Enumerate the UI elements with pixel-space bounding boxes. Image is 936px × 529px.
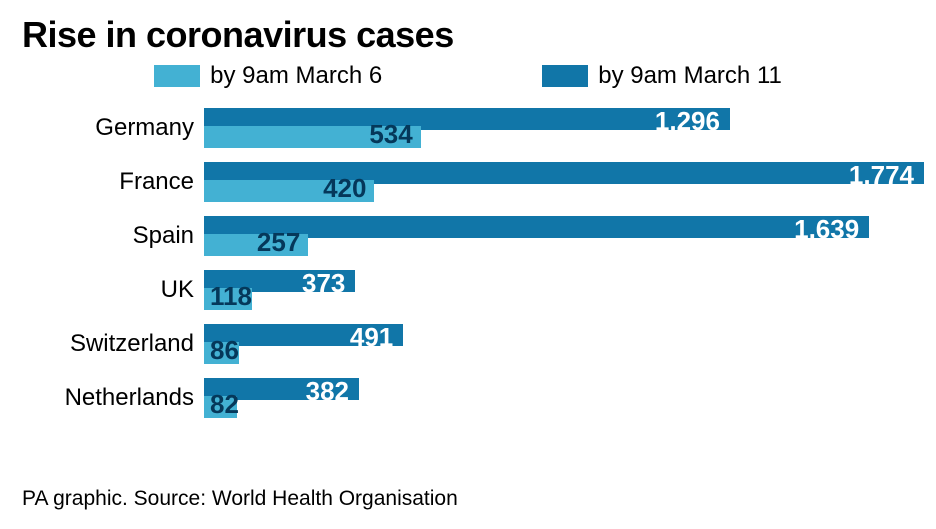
value-label-march6: 534 <box>369 119 412 150</box>
value-label-march6: 86 <box>210 335 239 366</box>
value-label-march11: 1,639 <box>794 214 859 245</box>
chart-footer: PA graphic. Source: World Health Organis… <box>22 487 458 511</box>
chart-rows: Germany 1,296 534 France 1,774 420 Spain 1,639 2… <box>22 108 914 418</box>
value-label-march11: 373 <box>302 268 345 299</box>
category-label: Germany <box>22 114 204 142</box>
value-label-march6: 257 <box>257 227 300 258</box>
legend-swatch-march11 <box>542 65 588 87</box>
table-row: Netherlands 382 82 <box>22 378 914 418</box>
bar-group: 382 82 <box>204 378 914 418</box>
bar-group: 1,296 534 <box>204 108 914 148</box>
value-label-march11: 1,296 <box>655 106 720 137</box>
category-label: UK <box>22 276 204 304</box>
value-label-march11: 491 <box>350 322 393 353</box>
legend-label-march11: by 9am March 11 <box>598 62 782 90</box>
value-label-march11: 1,774 <box>849 160 914 191</box>
legend-item-march11: by 9am March 11 <box>542 62 782 90</box>
legend-item-march6: by 9am March 6 <box>154 62 382 90</box>
value-label-march6: 420 <box>323 173 366 204</box>
chart-title: Rise in coronavirus cases <box>22 14 914 56</box>
value-label-march6: 82 <box>210 389 239 420</box>
table-row: Spain 1,639 257 <box>22 216 914 256</box>
value-label-march11: 382 <box>306 376 349 407</box>
value-label-march6: 118 <box>210 281 252 312</box>
legend-label-march6: by 9am March 6 <box>210 62 382 90</box>
category-label: Switzerland <box>22 330 204 358</box>
legend-swatch-march6 <box>154 65 200 87</box>
bar-group: 1,774 420 <box>204 162 914 202</box>
table-row: France 1,774 420 <box>22 162 914 202</box>
category-label: Spain <box>22 222 204 250</box>
table-row: UK 373 118 <box>22 270 914 310</box>
bar-group: 491 86 <box>204 324 914 364</box>
chart-container: Rise in coronavirus cases by 9am March 6… <box>0 0 936 529</box>
legend: by 9am March 6 by 9am March 11 <box>22 62 914 90</box>
bar-group: 373 118 <box>204 270 914 310</box>
table-row: Germany 1,296 534 <box>22 108 914 148</box>
table-row: Switzerland 491 86 <box>22 324 914 364</box>
bar-group: 1,639 257 <box>204 216 914 256</box>
category-label: France <box>22 168 204 196</box>
category-label: Netherlands <box>22 384 204 412</box>
